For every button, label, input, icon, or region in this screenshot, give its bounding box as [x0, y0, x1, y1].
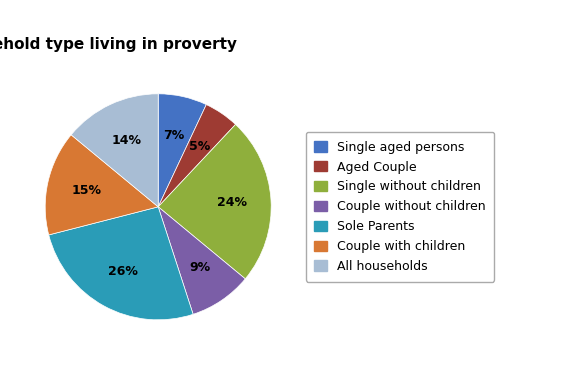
- Wedge shape: [49, 207, 193, 320]
- Text: 14%: 14%: [112, 134, 142, 147]
- Text: Proportion of people from each household type living in proverty: Proportion of people from each household…: [0, 37, 237, 52]
- Text: 24%: 24%: [216, 196, 246, 209]
- Text: 15%: 15%: [72, 184, 102, 197]
- Wedge shape: [158, 124, 271, 279]
- Wedge shape: [158, 207, 245, 314]
- Wedge shape: [45, 135, 158, 235]
- Wedge shape: [71, 94, 158, 207]
- Text: 9%: 9%: [189, 261, 210, 274]
- Text: 7%: 7%: [164, 129, 185, 142]
- Wedge shape: [158, 105, 236, 207]
- Wedge shape: [158, 94, 206, 207]
- Text: 5%: 5%: [189, 139, 210, 152]
- Legend: Single aged persons, Aged Couple, Single without children, Couple without childr: Single aged persons, Aged Couple, Single…: [306, 132, 494, 282]
- Text: 26%: 26%: [108, 265, 138, 278]
